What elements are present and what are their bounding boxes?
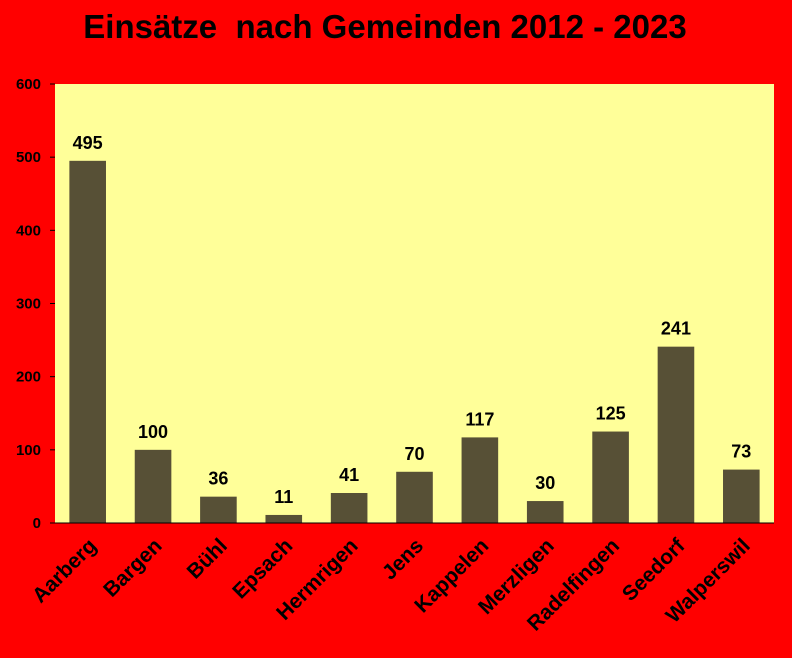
y-tick-label: 0 [33,515,41,532]
x-tick-label: Bargen [99,534,166,601]
bar [396,471,433,523]
bar [265,514,303,523]
bar [461,437,499,523]
data-label: 73 [731,442,751,462]
y-tick-label: 100 [16,442,41,459]
bar [657,346,695,523]
bar [526,501,564,523]
data-label: 495 [73,133,103,153]
data-label: 41 [339,465,359,485]
y-axis: 0 100 200 300 400 500 600 [16,76,55,532]
bar [330,493,368,523]
bars: 495 100 36 11 41 70 117 30 125 241 73 [69,133,760,523]
data-label: 125 [596,404,626,424]
bar [200,496,237,523]
bar [592,431,629,523]
bar [723,469,760,523]
data-label: 36 [208,469,228,489]
data-label: 11 [274,487,293,507]
data-label: 30 [535,473,555,493]
x-tick-label: Jens [378,534,428,584]
data-label: 70 [404,444,424,464]
data-label: 241 [661,319,691,339]
data-label: 100 [138,422,168,442]
x-tick-label: Aarberg [28,534,101,607]
x-tick-label: Bühl [183,534,232,583]
y-tick-label: 400 [16,222,41,239]
bar [134,449,172,523]
bar [69,160,106,523]
chart-title: Einsätze nach Gemeinden 2012 - 2023 [83,8,687,45]
y-tick-label: 200 [16,369,41,386]
y-tick-label: 300 [16,296,41,313]
y-tick-label: 600 [16,76,41,93]
data-label: 117 [465,409,494,429]
plot-area [55,84,774,523]
y-tick-label: 500 [16,149,41,166]
